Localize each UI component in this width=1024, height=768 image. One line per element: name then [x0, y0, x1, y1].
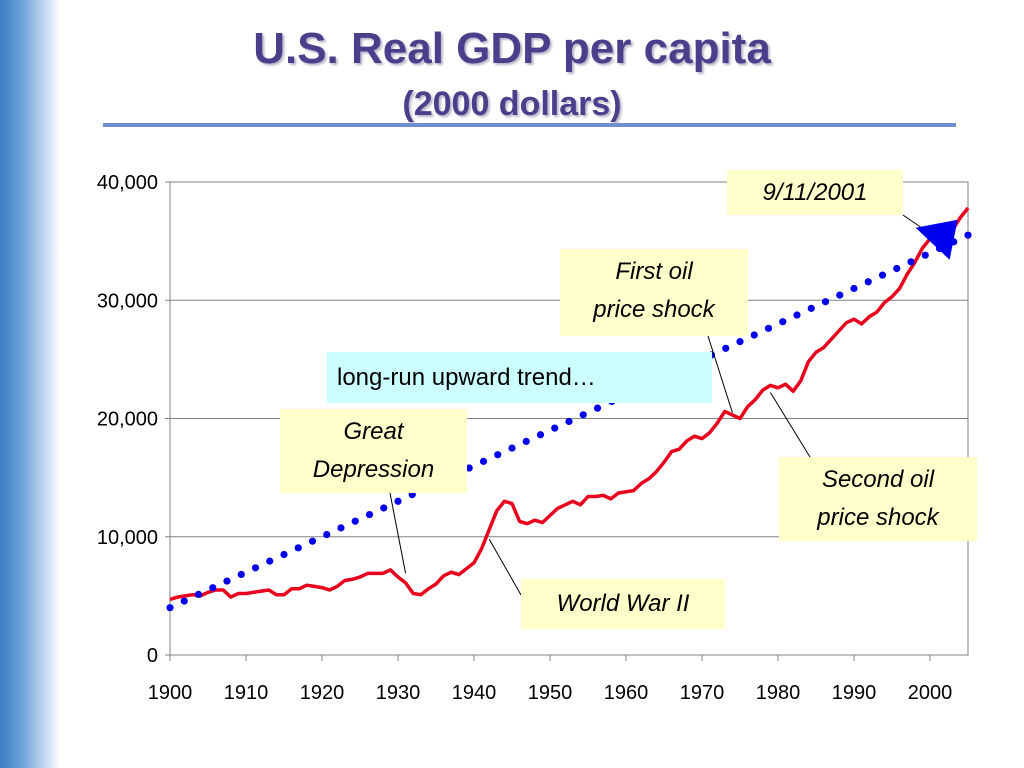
trend-dot — [365, 510, 374, 519]
annotation-text: Second oil — [821, 466, 935, 493]
x-tick-label: 2000 — [908, 682, 953, 704]
trend-dot — [907, 258, 915, 266]
trend-dot — [294, 544, 302, 552]
annotation-text: price shock — [593, 296, 715, 323]
series-real-gdp-line — [169, 206, 970, 602]
annotation-text: price shock — [817, 504, 939, 531]
trend-dot — [864, 278, 872, 286]
trend-dot — [964, 231, 972, 239]
trend-dot — [308, 537, 317, 545]
y-tick-label: 30,000 — [97, 290, 158, 312]
trend-dot — [337, 524, 345, 532]
marker-layer — [915, 219, 958, 260]
trend-dot — [807, 304, 815, 312]
trend-dot — [921, 251, 929, 259]
x-tick-label: 1920 — [300, 682, 345, 704]
annotation-long-run-trend: long-run upward trend… — [327, 352, 712, 403]
trend-dot — [821, 298, 830, 306]
trend-dot — [565, 417, 573, 426]
trend-dot — [522, 437, 530, 446]
trend-dot — [280, 550, 288, 559]
annotation-text: 9/11/2001 — [762, 179, 868, 206]
trend-dot — [380, 504, 388, 512]
x-tick-label: 1990 — [832, 682, 877, 704]
trend-dot — [237, 570, 245, 579]
page-title: U.S. Real GDP per capita — [253, 24, 771, 73]
trend-dot — [180, 597, 188, 605]
trend-dot — [793, 311, 801, 319]
sep-11-marker — [915, 219, 958, 260]
title-divider — [103, 123, 956, 127]
x-tick-label: 1960 — [604, 682, 649, 704]
x-tick-label: 1940 — [452, 682, 497, 704]
trend-dot — [551, 424, 559, 432]
annotation-text: Depression — [312, 456, 435, 483]
annotation-great-depression: Great Depression — [280, 409, 467, 493]
pointer-oil1 — [707, 335, 733, 413]
y-tick-label: 20,000 — [97, 409, 158, 431]
x-tick-label: 1930 — [376, 682, 421, 704]
trend-dot — [251, 564, 260, 572]
trend-dot — [209, 584, 217, 592]
trend-dot — [736, 338, 744, 346]
annotation-world-war-ii: World War II — [521, 579, 725, 629]
x-tick-label: 1980 — [756, 682, 801, 704]
trend-dot — [750, 331, 758, 339]
annotation-text: Great — [343, 418, 404, 445]
annotation-sep-11: 9/11/2001 — [727, 170, 903, 215]
trend-dot — [508, 444, 516, 452]
y-tick-label: 40,000 — [97, 172, 158, 194]
side-gradient-band — [0, 0, 60, 768]
trend-dot — [494, 451, 502, 459]
x-tick-label: 1910 — [224, 682, 269, 704]
trend-dot — [593, 404, 602, 412]
annotation-second-oil-shock: Second oil price shock — [779, 457, 977, 541]
trend-dot — [166, 604, 174, 612]
x-tick-label: 1900 — [148, 682, 193, 704]
trend-dot — [779, 318, 787, 326]
pointer-oil2 — [769, 392, 811, 458]
axis-layer: 0 10,000 20,000 30,000 40,000 1900 1910 1920 193… — [97, 172, 952, 704]
trend-dot — [893, 264, 901, 273]
trend-dot — [479, 457, 488, 465]
trend-dot — [223, 577, 231, 585]
trend-dot — [722, 344, 730, 352]
annotation-text: World War II — [556, 590, 690, 617]
pointer-depression — [389, 492, 407, 574]
annotation-first-oil-shock: First oil price shock — [560, 249, 748, 336]
trend-dot — [323, 530, 331, 539]
y-tick-label: 10,000 — [97, 527, 158, 549]
trend-dot — [351, 517, 359, 525]
x-tick-label: 1970 — [680, 682, 725, 704]
x-tick-label: 1950 — [528, 682, 573, 704]
annotation-text: First oil — [615, 258, 693, 285]
trend-dot — [465, 464, 473, 472]
trend-dot — [194, 590, 203, 598]
trend-dot — [850, 284, 858, 293]
trend-dot — [266, 557, 274, 565]
trend-dot — [836, 291, 844, 299]
trend-dot — [394, 497, 402, 505]
trend-dot — [764, 324, 773, 332]
trend-dot — [579, 411, 587, 419]
pointer-ww2 — [488, 538, 522, 596]
page-subtitle: (2000 dollars) — [402, 85, 622, 123]
trend-dot — [536, 431, 545, 439]
y-tick-label: 0 — [147, 645, 158, 667]
trend-dot — [878, 271, 887, 279]
annotation-text: long-run upward trend… — [337, 364, 596, 391]
